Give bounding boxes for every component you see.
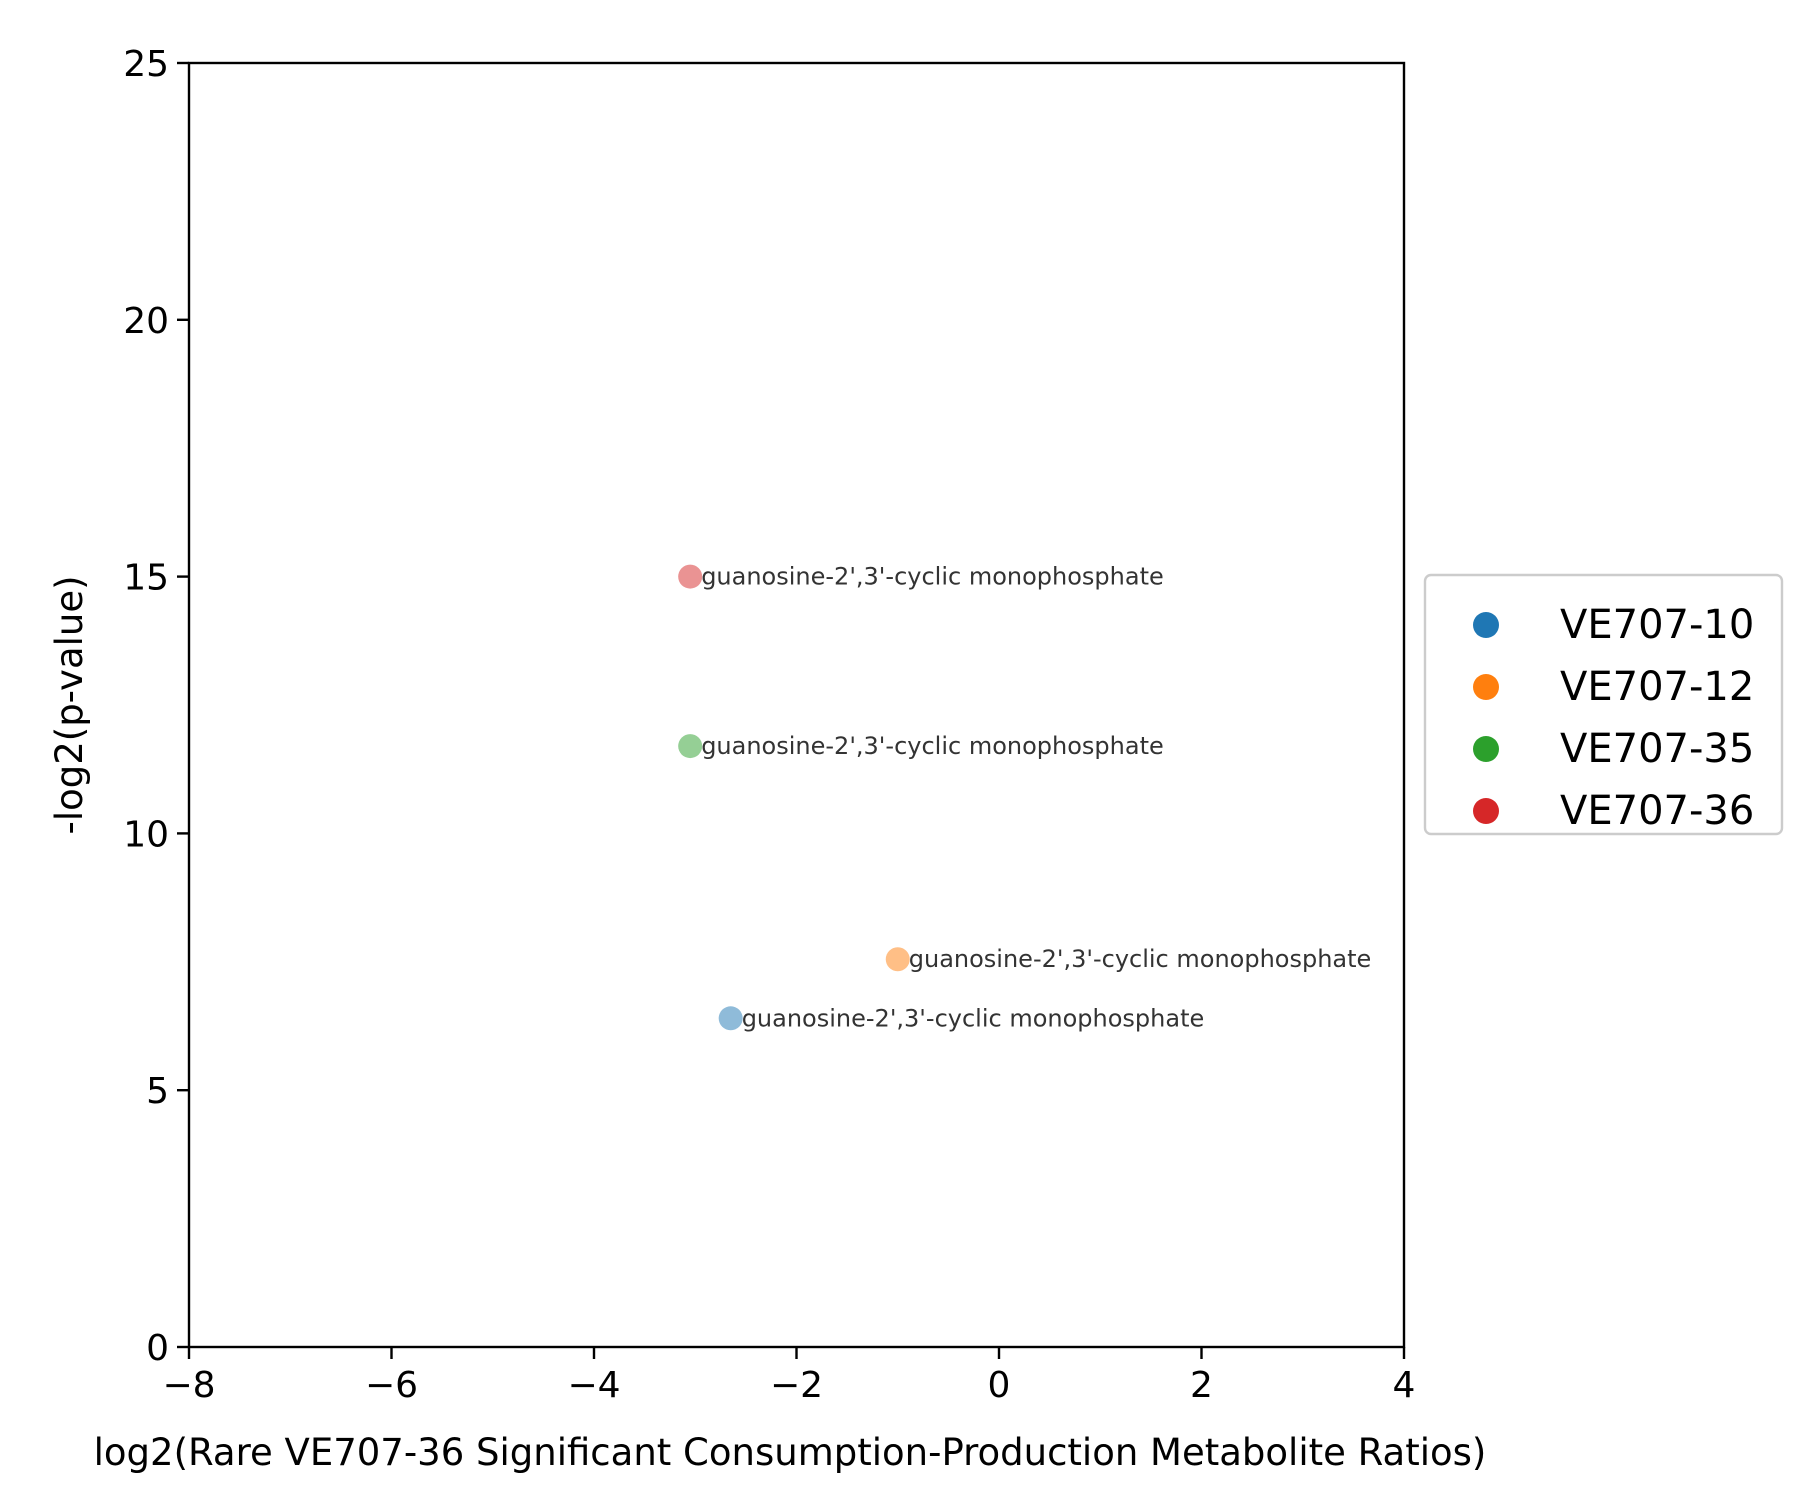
point-annotation: guanosine-2',3'-cyclic monophosphate [701,563,1164,591]
legend-label: VE707-35 [1560,726,1754,772]
y-tick-label: 20 [123,301,169,342]
y-tick-label: 25 [123,44,169,85]
legend-marker [1473,674,1499,700]
axis-ticks: −8 −6 −4 −2 0 2 4 0 5 10 15 20 25 [123,44,1415,1406]
legend-label: VE707-10 [1560,602,1754,648]
point-annotation: guanosine-2',3'-cyclic monophosphate [742,1004,1205,1032]
x-tick-label: −4 [567,1365,620,1406]
legend-marker [1473,736,1499,762]
x-axis-label: log2(Rare VE707-36 Significant Consumpti… [94,1431,1487,1474]
legend-marker [1473,798,1499,824]
point-annotation: guanosine-2',3'-cyclic monophosphate [909,945,1372,973]
data-point [885,947,910,972]
y-axis-label: -log2(p-value) [48,575,91,834]
plot-marks: guanosine-2',3'-cyclic monophosphate guan… [678,563,1372,1032]
legend-marker [1473,612,1499,638]
legend-label: VE707-12 [1560,664,1754,710]
data-point [678,564,703,589]
legend-label: VE707-36 [1560,788,1754,834]
y-tick-label: 10 [123,814,169,855]
y-tick-label: 15 [123,558,169,599]
x-tick-label: 0 [988,1365,1011,1406]
point-annotation: guanosine-2',3'-cyclic monophosphate [701,732,1164,760]
y-tick-label: 5 [146,1071,169,1112]
y-tick-label: 0 [146,1328,169,1369]
x-tick-label: −2 [770,1365,823,1406]
x-tick-label: −6 [365,1365,418,1406]
x-tick-label: 2 [1190,1365,1213,1406]
legend: VE707-10 VE707-12 VE707-35 VE707-36 [1423,573,1784,836]
data-point [718,1006,743,1031]
legend-frame [1423,573,1784,836]
data-point [678,734,703,759]
x-tick-label: 4 [1393,1365,1416,1406]
x-tick-label: −8 [162,1365,215,1406]
